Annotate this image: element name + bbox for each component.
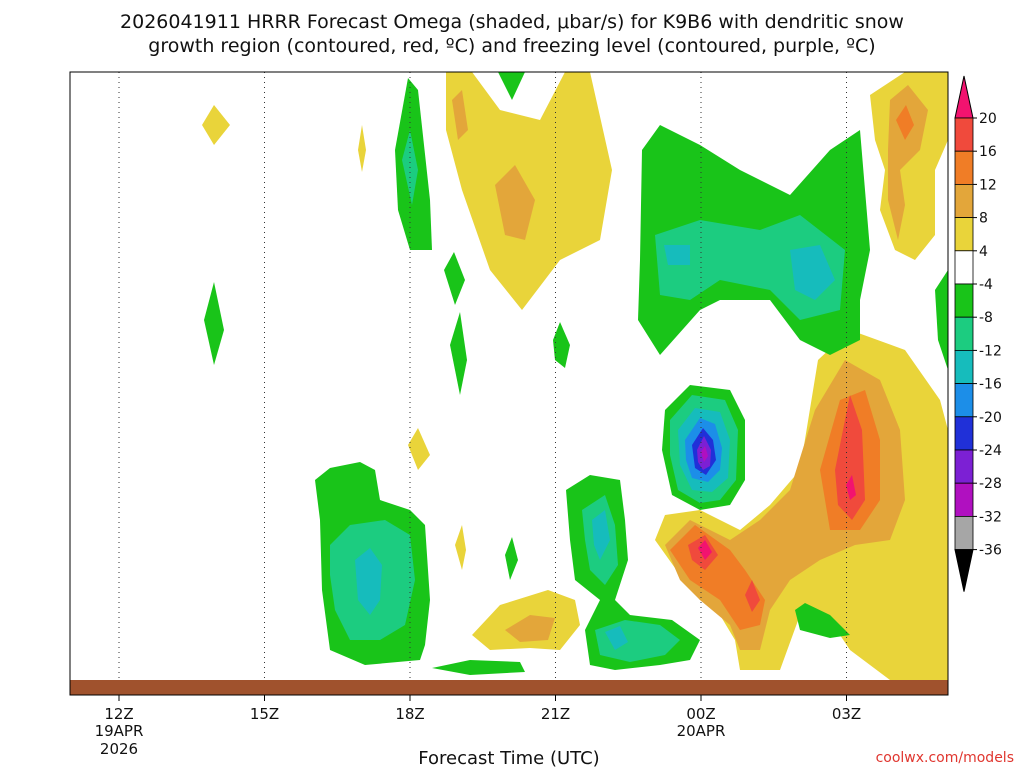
omega-ascent-region: [790, 245, 835, 300]
colorbar-segment: [954, 183, 974, 218]
omega-descent-region: [745, 580, 760, 612]
omega-descent-region: [698, 540, 712, 560]
colorbar-segment: [954, 250, 974, 285]
colorbar-tick-label: -24: [979, 443, 1002, 459]
colorbar-tick-label: -16: [979, 377, 1002, 393]
colorbar-tick-label: 8: [979, 211, 988, 227]
colorbar-tick-label: -28: [979, 476, 1002, 492]
plot-area: -18-18-12-1200: [70, 72, 948, 695]
omega-ascent-region: [450, 312, 467, 395]
colorbar-tick-label: 4: [979, 244, 988, 260]
omega-ascent-region: [655, 215, 845, 320]
omega-descent-region: [846, 475, 856, 500]
x-tick-label: 21Z: [541, 705, 570, 723]
colorbar-segment: [954, 449, 974, 484]
omega-descent-region: [358, 125, 366, 172]
colorbar-tick-label: -4: [979, 277, 993, 293]
colorbar-segment: [954, 416, 974, 451]
colorbar-segment: [954, 150, 974, 185]
omega-ascent-region: [935, 270, 948, 370]
colorbar-tick-label: -32: [979, 509, 1002, 525]
colorbar-segment: [954, 217, 974, 252]
omega-ascent-region: [553, 322, 570, 368]
omega-descent-region: [505, 615, 555, 642]
omega-descent-region: [202, 105, 230, 145]
colorbar-tick-label: -12: [979, 343, 1002, 359]
omega-ascent-region: [432, 660, 525, 675]
colorbar-tick-label: 20: [979, 111, 997, 127]
omega-descent-region: [495, 165, 535, 240]
omega-ascent-region: [498, 72, 525, 100]
omega-descent-region: [455, 525, 466, 570]
colorbar-segment: [954, 383, 974, 418]
x-tick-label: 03Z: [832, 705, 861, 723]
omega-descent-region: [452, 90, 468, 140]
colorbar: 20 16 12 8 4 -4 -8 -12 -16 -20 -24 -28 -32 -36: [954, 75, 1002, 592]
x-tick-label: 00Z: [686, 705, 715, 723]
omega-ascent-region: [605, 626, 628, 650]
chart-title-line1: 2026041911 HRRR Forecast Omega (shaded, …: [120, 11, 904, 33]
colorbar-segment: [954, 482, 974, 517]
omega-ascent-region: [592, 510, 610, 560]
colorbar-tick-label: -36: [979, 543, 1002, 559]
x-tick-date-label: 20APR: [677, 722, 726, 740]
colorbar-tick-label: -8: [979, 310, 993, 326]
colorbar-tick-label: 16: [979, 144, 997, 160]
colorbar-tick-label: 12: [979, 177, 997, 193]
colorbar-segment: [954, 117, 974, 152]
x-tick-label: 18Z: [395, 705, 424, 723]
omega-ascent-region: [505, 537, 518, 580]
omega-ascent-region: [664, 245, 690, 265]
x-tick-label: 15Z: [250, 705, 279, 723]
omega-descent-region: [896, 105, 914, 140]
omega-descent-region: [835, 395, 865, 520]
colorbar-arrow-bottom: [954, 549, 974, 592]
colorbar-segment: [954, 316, 974, 351]
colorbar-segment: [954, 283, 974, 318]
omega-descent-region: [925, 560, 948, 640]
omega-descent-region: [408, 428, 430, 470]
colorbar-segment: [954, 516, 974, 551]
omega-ascent-region: [795, 603, 850, 638]
colorbar-tick-label: -20: [979, 410, 1002, 426]
omega-ascent-region: [701, 446, 708, 462]
credit-text: coolwx.com/models: [876, 750, 1014, 766]
x-tick-label: 12Z: [104, 705, 133, 723]
x-tick-date-label: 19APR: [95, 722, 144, 740]
omega-ascent-region: [204, 282, 224, 365]
omega-ascent-region: [355, 548, 382, 615]
ground-surface: [70, 680, 948, 695]
x-axis-title: Forecast Time (UTC): [418, 748, 599, 768]
colorbar-arrow-top: [954, 75, 974, 119]
plot-border: [69, 71, 949, 696]
omega-ascent-region: [444, 252, 465, 305]
chart-title-line2: growth region (contoured, red, ºC) and f…: [148, 35, 875, 57]
colorbar-segment: [954, 349, 974, 384]
x-tick-year-label: 2026: [100, 740, 138, 758]
